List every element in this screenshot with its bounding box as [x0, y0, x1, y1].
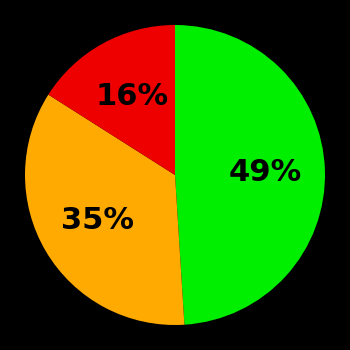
Wedge shape [25, 94, 184, 325]
Text: 35%: 35% [61, 206, 134, 235]
Wedge shape [48, 25, 175, 175]
Text: 49%: 49% [228, 158, 302, 187]
Text: 16%: 16% [95, 82, 168, 111]
Wedge shape [175, 25, 325, 325]
